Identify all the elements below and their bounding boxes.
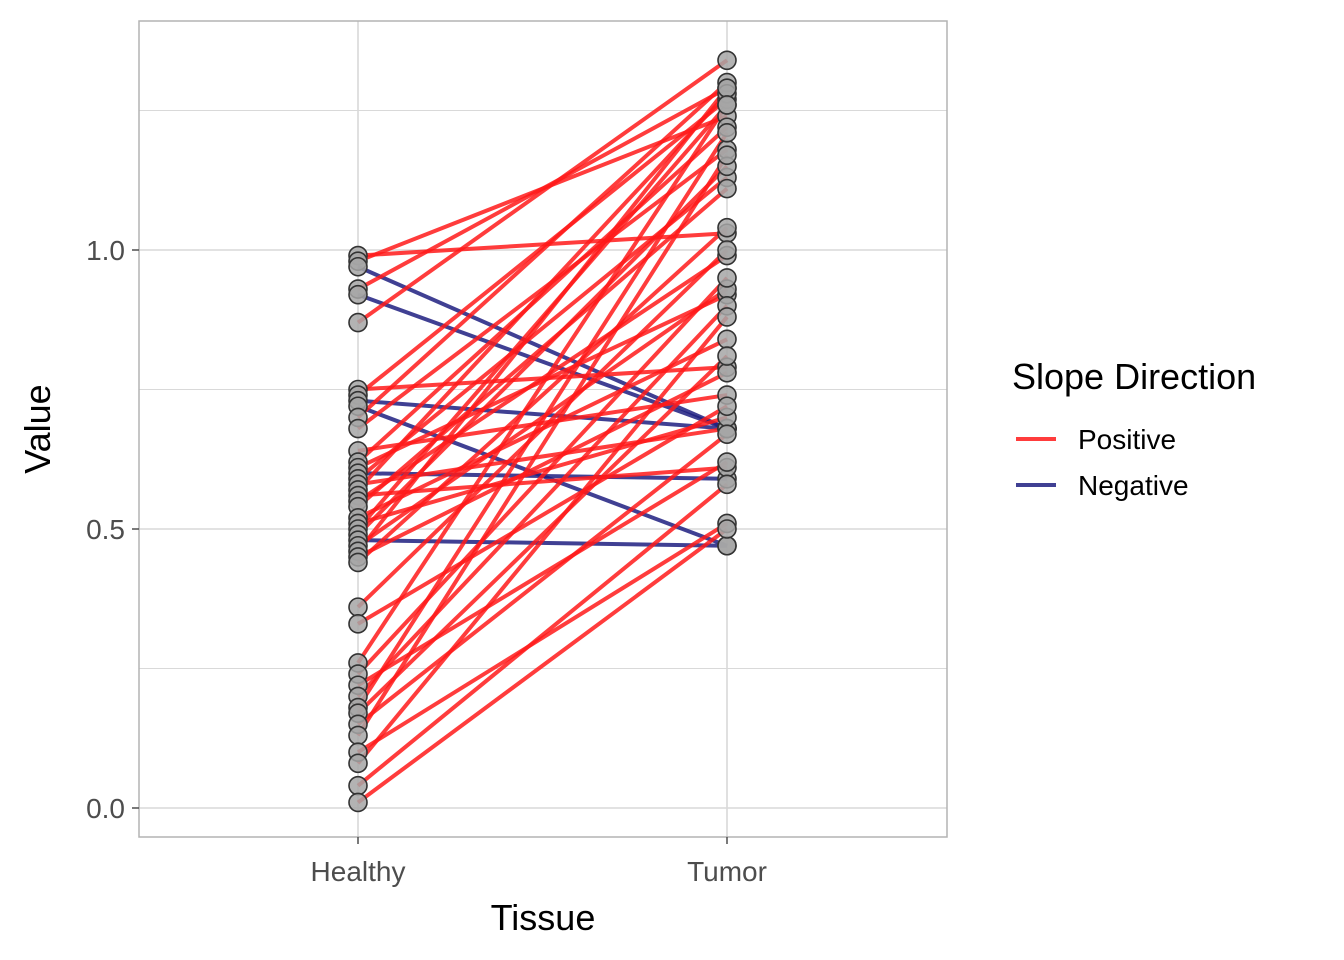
y-axis-title: Value [17,384,58,473]
slope-line-positive [356,86,729,553]
tumor-point [717,78,737,98]
slope-line-positive [356,92,729,492]
slope-line-positive [356,482,729,788]
x-axis-title: Tissue [491,897,596,938]
slope-line-positive [357,231,728,258]
tumor-point [717,535,737,556]
tumor-point [717,145,737,165]
slope-line-positive [356,304,729,698]
tumor-point [717,307,737,327]
tumor-point [717,474,737,495]
legend-entries: Positive Negative [1016,424,1189,501]
healthy-point [348,312,368,333]
panel-border [138,20,948,838]
tumor-point [717,268,737,288]
slope-line-positive [356,81,729,419]
tumor-point [717,396,737,417]
healthy-point [348,775,368,796]
slope-line-positive [356,432,729,726]
y-tick-label: 1.0 [86,235,125,266]
slope-line-positive [357,86,728,291]
tumor-point [717,217,737,238]
tumor-point [717,346,737,366]
slope-line-positive [356,248,729,609]
tumor-point [717,329,737,350]
slope-line-positive [356,97,729,397]
slope-line-positive [356,404,729,626]
slope-line-positive [356,226,729,564]
tumor-point [717,519,737,539]
y-tick-label: 0.0 [86,793,125,824]
tumor-point [717,362,737,383]
x-tick-label-tumor: Tumor [687,856,767,887]
healthy-point [348,792,368,813]
healthy-point [348,597,368,617]
slope-line-positive [356,58,729,325]
slope-line-positive [356,276,729,676]
slope-line-positive [356,315,729,765]
legend-title: Slope Direction [1012,356,1256,397]
slope-line-positive [357,370,728,559]
healthy-point [348,418,368,439]
healthy-point [348,552,368,573]
legend-label-negative: Negative [1078,470,1189,501]
healthy-point [348,753,368,774]
tumor-point [717,424,737,444]
slope-line-positive [356,527,729,805]
tumor-point [717,95,737,115]
tumor-point [717,452,737,472]
data-points [348,50,737,813]
slope-lines [356,58,729,805]
legend-label-positive: Positive [1078,424,1176,455]
y-axis-ticks: 0.0 0.5 1.0 [86,235,139,824]
healthy-point [348,614,368,634]
x-axis-ticks: Healthy Tumor [311,837,767,887]
healthy-point [348,256,368,277]
healthy-point [348,725,368,746]
tumor-point [717,123,737,143]
tumor-point [717,240,737,260]
slope-line-positive [356,460,729,687]
healthy-point [348,284,368,305]
legend: Slope Direction Positive Negative [1012,356,1256,501]
slope-line-positive [356,154,729,737]
slope-line-positive [356,521,729,754]
slope-line-positive [356,103,729,665]
slope-line-positive [356,131,729,709]
tumor-point [717,50,737,71]
slope-line-positive [356,354,729,715]
x-tick-label-healthy: Healthy [311,856,406,887]
tumor-point [717,178,737,199]
slope-line-positive [357,465,728,498]
y-tick-label: 0.5 [86,514,125,545]
